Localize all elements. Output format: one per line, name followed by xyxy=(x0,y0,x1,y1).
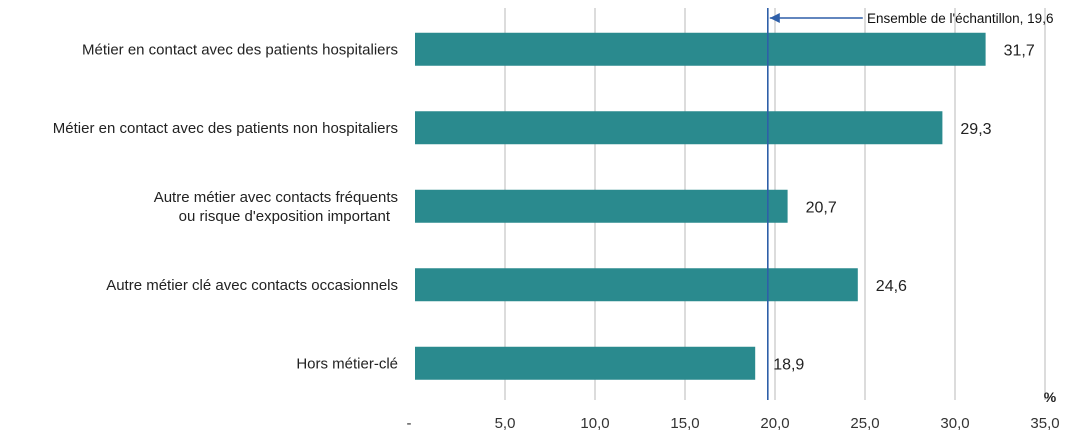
bar xyxy=(415,189,788,223)
bar-value-label: 24,6 xyxy=(876,278,907,295)
reference-line-group: Ensemble de l'échantillon, 19,6 xyxy=(766,8,1053,400)
bar xyxy=(415,32,986,66)
x-tick-label: 10,0 xyxy=(580,415,609,432)
category-label: Autre métier avec contacts fréquents ou r… xyxy=(154,189,398,225)
reference-line-label: Ensemble de l'échantillon, 19,6 xyxy=(867,11,1053,26)
bar xyxy=(415,268,858,302)
x-axis-ticks: - 5,0 10,0 15,0 20,0 25,0 30,0 35,0 xyxy=(407,415,1060,432)
x-tick-label: 15,0 xyxy=(670,415,699,432)
bar xyxy=(415,346,756,380)
bar-value-label: 31,7 xyxy=(1004,42,1035,59)
bar-value-label: 20,7 xyxy=(806,199,837,216)
x-tick-label: 30,0 xyxy=(940,415,969,432)
x-tick-label: 5,0 xyxy=(495,415,516,432)
category-labels: Métier en contact avec des patients hosp… xyxy=(53,41,398,372)
x-tick-label: - xyxy=(407,415,412,432)
bars xyxy=(415,32,986,380)
category-label: Autre métier clé avec contacts occasionn… xyxy=(106,277,398,294)
bar-value-label: 18,9 xyxy=(773,356,804,373)
category-label: Hors métier-clé xyxy=(296,355,398,372)
bar xyxy=(415,111,943,145)
category-label: Métier en contact avec des patients hosp… xyxy=(82,41,398,58)
category-label: Métier en contact avec des patients non … xyxy=(53,120,398,137)
value-labels: 31,7 29,3 20,7 24,6 18,9 xyxy=(773,42,1035,373)
x-tick-label: 25,0 xyxy=(850,415,879,432)
x-tick-label: 35,0 xyxy=(1030,415,1059,432)
x-tick-label: 20,0 xyxy=(760,415,789,432)
reference-arrow-head xyxy=(769,13,780,23)
bar-value-label: 29,3 xyxy=(960,121,991,138)
x-axis-unit-label: % xyxy=(1044,389,1057,405)
